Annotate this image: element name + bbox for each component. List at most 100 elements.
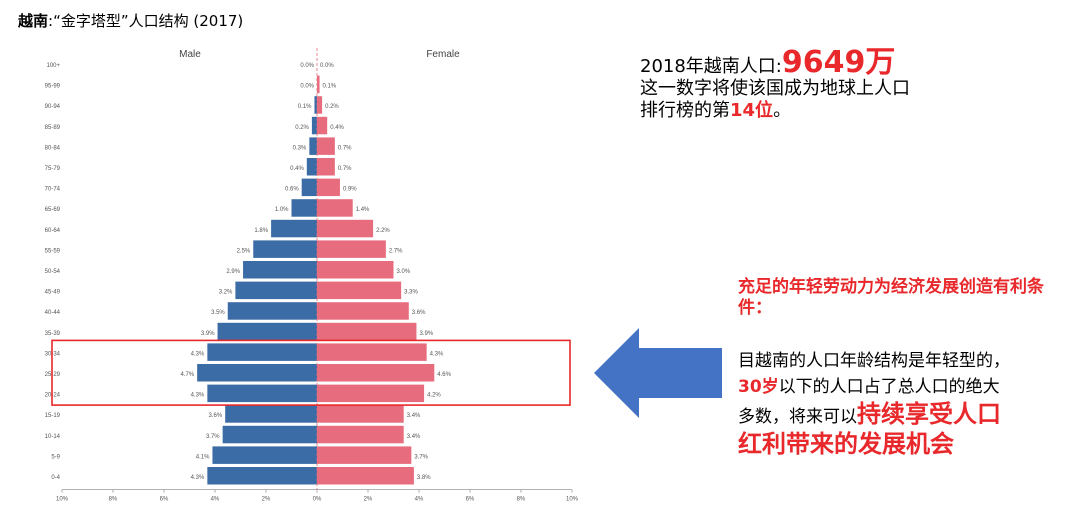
- x-tick-label-0: 10%: [56, 497, 69, 503]
- bar-male-70-74: [301, 178, 317, 197]
- population-pyramid-chart: Male Female 100+ 0.0% 0.0% 95-99 0.0% 0.1% 90-94…: [45, 48, 579, 503]
- note-dividend-highlight-1: 持续享受人口: [857, 400, 1001, 428]
- value-male-10-14: 3.7%: [206, 434, 220, 440]
- value-male-90-94: 0.1%: [298, 104, 312, 110]
- bar-female-15-19: [317, 405, 404, 423]
- value-female-50-54: 3.0%: [397, 269, 411, 275]
- value-male-25-29: 4.7%: [180, 372, 194, 378]
- bar-male-50-54: [243, 261, 317, 279]
- age-label-65-69: 65-69: [45, 207, 61, 213]
- value-male-5-9: 4.1%: [196, 454, 210, 460]
- bar-female-25-29: [317, 364, 435, 382]
- x-tick-label-5: 0%: [313, 497, 322, 503]
- bar-female-30-34: [317, 343, 427, 361]
- value-male-75-79: 0.4%: [290, 166, 304, 172]
- note-line-3: 多数，将来可以持续享受人口: [738, 400, 1073, 430]
- value-female-65-69: 1.4%: [356, 207, 370, 213]
- bar-male-85-89: [311, 116, 317, 135]
- value-male-95-99: 0.0%: [300, 84, 314, 90]
- age-label-45-49: 45-49: [45, 290, 61, 296]
- value-male-0-4: 4.3%: [191, 475, 205, 481]
- bar-male-40-44: [227, 302, 317, 320]
- bar-male-55-59: [253, 240, 317, 258]
- bar-male-0-4: [207, 467, 317, 485]
- stat-rank-suffix: 。: [773, 100, 792, 121]
- note-line-2-text: 以下的人口占了总人口的绝大: [778, 377, 1000, 397]
- age-label-60-64: 60-64: [45, 228, 61, 234]
- note-line-2: 30岁以下的人口占了总人口的绝大: [738, 374, 1073, 400]
- age-label-100+: 100+: [46, 63, 60, 69]
- value-female-25-29: 4.6%: [437, 372, 451, 378]
- value-female-35-39: 3.9%: [419, 331, 433, 337]
- value-female-10-14: 3.4%: [407, 434, 421, 440]
- bar-male-90-94: [314, 96, 317, 114]
- age-label-35-39: 35-39: [45, 331, 61, 337]
- value-female-5-9: 3.7%: [414, 454, 428, 460]
- population-stat-block: 2018年越南人口:9649万 这一数字将使该国成为地球上人口 排行榜的第14位…: [640, 48, 910, 122]
- bar-female-70-74: [317, 178, 340, 197]
- value-male-65-69: 1.0%: [275, 207, 289, 213]
- age-label-90-94: 90-94: [45, 104, 61, 110]
- bar-female-0-4: [317, 467, 414, 485]
- bar-female-95-99: [317, 75, 320, 94]
- value-female-0-4: 3.8%: [417, 475, 431, 481]
- value-female-30-34: 4.3%: [430, 351, 444, 357]
- value-male-40-44: 3.5%: [211, 310, 225, 316]
- value-female-80-84: 0.7%: [338, 145, 352, 151]
- bar-male-10-14: [222, 425, 317, 444]
- bar-female-55-59: [317, 240, 386, 258]
- value-male-60-64: 1.8%: [254, 228, 268, 234]
- x-tick-label-4: 2%: [262, 497, 271, 503]
- age-label-80-84: 80-84: [45, 145, 61, 151]
- value-male-85-89: 0.2%: [295, 125, 309, 131]
- bar-female-10-14: [317, 425, 404, 444]
- value-female-60-64: 2.2%: [376, 228, 390, 234]
- value-female-40-44: 3.6%: [412, 310, 426, 316]
- value-male-35-39: 3.9%: [201, 331, 215, 337]
- age-label-0-4: 0-4: [51, 475, 60, 481]
- age-label-5-9: 5-9: [51, 454, 60, 460]
- value-female-90-94: 0.2%: [325, 104, 339, 110]
- stat-line-2: 这一数字将使该国成为地球上人口: [640, 78, 910, 99]
- bar-male-60-64: [271, 219, 317, 238]
- title-rest: :“金字塔型”人口结构 (2017): [48, 12, 244, 30]
- bar-male-30-34: [207, 343, 317, 361]
- bar-male-5-9: [212, 446, 317, 464]
- value-male-45-49: 3.2%: [219, 290, 233, 296]
- bar-female-90-94: [317, 96, 323, 114]
- bar-female-5-9: [317, 446, 412, 464]
- bar-female-85-89: [317, 116, 328, 135]
- value-male-20-24: 4.3%: [191, 393, 205, 399]
- x-tick-label-9: 8%: [517, 497, 526, 503]
- bar-female-60-64: [317, 219, 374, 238]
- note-body: 目越南的人口年龄结构是年轻型的， 30岁以下的人口占了总人口的绝大 多数，将来可…: [738, 348, 1073, 458]
- age-label-50-54: 50-54: [45, 269, 61, 275]
- bar-male-20-24: [207, 384, 317, 403]
- value-male-50-54: 2.9%: [226, 269, 240, 275]
- bar-female-80-84: [317, 137, 335, 155]
- bar-male-15-19: [225, 405, 317, 423]
- x-tick-label-6: 2%: [364, 497, 373, 503]
- age-label-75-79: 75-79: [45, 166, 61, 172]
- value-male-15-19: 3.6%: [209, 413, 223, 419]
- x-tick-label-7: 4%: [415, 497, 424, 503]
- stat-rank: 14位: [730, 100, 774, 121]
- stat-value: 9649万: [781, 45, 896, 80]
- x-tick-label-3: 4%: [211, 497, 220, 503]
- bar-male-75-79: [306, 158, 317, 176]
- age-label-40-44: 40-44: [45, 310, 61, 316]
- value-male-80-84: 0.3%: [293, 145, 307, 151]
- value-female-70-74: 0.9%: [343, 187, 357, 193]
- bar-female-35-39: [317, 322, 417, 341]
- value-male-55-59: 2.5%: [237, 248, 251, 254]
- bar-male-35-39: [217, 322, 317, 341]
- value-female-55-59: 2.7%: [389, 248, 403, 254]
- bar-male-80-84: [309, 137, 317, 155]
- value-male-70-74: 0.6%: [285, 187, 299, 193]
- bar-female-75-79: [317, 158, 335, 176]
- value-female-75-79: 0.7%: [338, 166, 352, 172]
- stat-prefix: 2018年越南人口:: [640, 56, 782, 77]
- age-label-70-74: 70-74: [45, 187, 61, 193]
- bar-male-25-29: [197, 364, 317, 382]
- legend-female: Female: [426, 49, 460, 60]
